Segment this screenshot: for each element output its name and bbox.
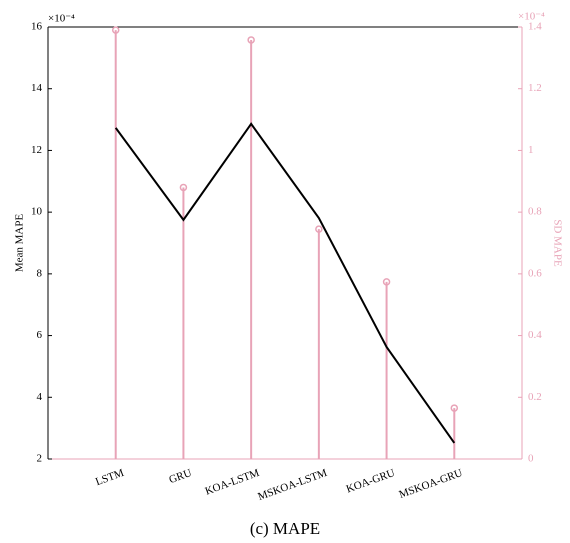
stem-marker: [111, 26, 120, 34]
mean-line: [114, 122, 456, 444]
y-tick-label: 12: [31, 144, 42, 156]
stem-marker: [179, 183, 188, 192]
x-tick-label: KOA-LSTM: [204, 467, 262, 498]
stem-marker: [247, 36, 255, 44]
y2-tick-label: 0.6: [528, 267, 542, 279]
x-tick-label: MSKOA-GRU: [397, 467, 464, 501]
y-tick-label: 10: [31, 206, 43, 218]
y-tick-label: 16: [31, 21, 43, 33]
stem-marker: [315, 225, 323, 233]
y2-tick-label: 1.2: [528, 82, 542, 94]
x-tick-label: LSTM: [94, 467, 126, 488]
y2-tick-label: 1: [528, 144, 534, 156]
chart-caption: (c) MAPE: [250, 519, 320, 538]
stem-marker: [382, 278, 391, 286]
y2-tick-label: 0.2: [528, 391, 542, 403]
y2-multiplier: ×10⁻⁴: [518, 11, 545, 23]
y2-tick-label: 0: [528, 453, 534, 465]
y2-axis-label: SD MAPE: [551, 219, 563, 267]
x-tick-label: KOA-GRU: [345, 467, 397, 496]
stem-marker: [450, 404, 459, 412]
y-multiplier: ×10⁻⁴: [48, 13, 75, 25]
y-axis-label: Mean MAPE: [14, 214, 26, 273]
x-tick-label: GRU: [167, 467, 193, 486]
y2-tick-label: 0.4: [528, 329, 542, 341]
x-tick-label: MSKOA-LSTM: [256, 467, 329, 503]
y-tick-label: 8: [37, 267, 43, 279]
y2-tick-label: 1.4: [528, 21, 542, 33]
y-tick-label: 4: [37, 391, 43, 403]
y2-tick-label: 0.8: [528, 206, 542, 218]
y-tick-label: 6: [37, 329, 43, 341]
y-tick-label: 2: [37, 453, 43, 465]
y-tick-label: 14: [31, 82, 43, 94]
